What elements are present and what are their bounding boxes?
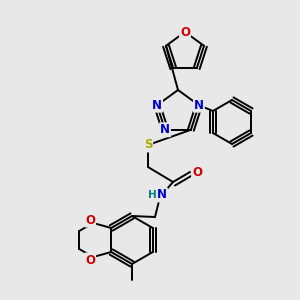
Text: N: N [157,188,167,202]
Text: O: O [180,26,190,38]
Text: H: H [148,190,156,200]
Text: O: O [85,214,95,226]
Text: N: N [152,99,162,112]
Text: S: S [144,139,152,152]
Text: O: O [85,254,95,266]
Text: N: N [160,123,170,136]
Text: N: N [194,99,204,112]
Text: O: O [192,166,202,178]
